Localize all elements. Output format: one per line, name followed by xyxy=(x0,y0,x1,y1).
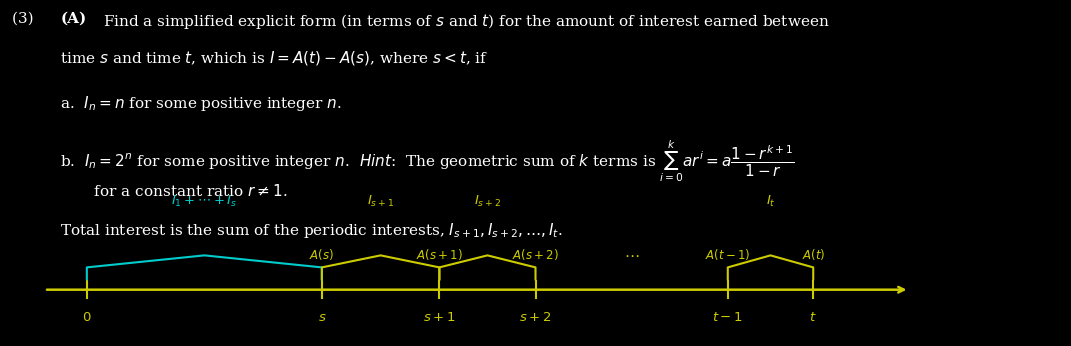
Text: time $s$ and time $t$, which is $I = A(t) - A(s)$, where $s < t$, if: time $s$ and time $t$, which is $I = A(t… xyxy=(60,49,488,67)
Text: b.  $I_n = 2^n$ for some positive integer $n$.  $\mathit{Hint}$:  The geometric : b. $I_n = 2^n$ for some positive integer… xyxy=(60,139,795,184)
Text: $A(s+2)$: $A(s+2)$ xyxy=(512,247,559,262)
Text: $s$: $s$ xyxy=(317,311,327,324)
Text: $A(s)$: $A(s)$ xyxy=(310,247,334,262)
Text: $s+1$: $s+1$ xyxy=(423,311,455,324)
Text: Total interest is the sum of the periodic interests, $I_{s+1}, I_{s+2}, \ldots, : Total interest is the sum of the periodi… xyxy=(60,221,563,240)
Text: Find a simplified explicit form (in terms of $s$ and $t$) for the amount of inte: Find a simplified explicit form (in term… xyxy=(103,12,829,31)
Text: $I_{s+1}$: $I_{s+1}$ xyxy=(367,194,394,209)
Text: for a constant ratio $r \neq 1$.: for a constant ratio $r \neq 1$. xyxy=(60,183,288,199)
Text: $I_1 + \cdots + I_s$: $I_1 + \cdots + I_s$ xyxy=(171,194,238,209)
Text: $A(t)$: $A(t)$ xyxy=(801,247,825,262)
Text: $0$: $0$ xyxy=(82,311,92,324)
Text: $t$: $t$ xyxy=(810,311,817,324)
Text: $A(t-1)$: $A(t-1)$ xyxy=(705,247,751,262)
Text: $s+2$: $s+2$ xyxy=(519,311,552,324)
Text: $I_t$: $I_t$ xyxy=(766,194,775,209)
Text: $A(s+1)$: $A(s+1)$ xyxy=(416,247,463,262)
Text: (3): (3) xyxy=(12,12,44,26)
Text: $t-1$: $t-1$ xyxy=(712,311,743,324)
Text: a.  $I_n = n$ for some positive integer $n$.: a. $I_n = n$ for some positive integer $… xyxy=(60,94,342,113)
Text: (A): (A) xyxy=(60,12,87,26)
Text: $\cdots$: $\cdots$ xyxy=(624,248,639,262)
Text: $I_{s+2}$: $I_{s+2}$ xyxy=(473,194,501,209)
